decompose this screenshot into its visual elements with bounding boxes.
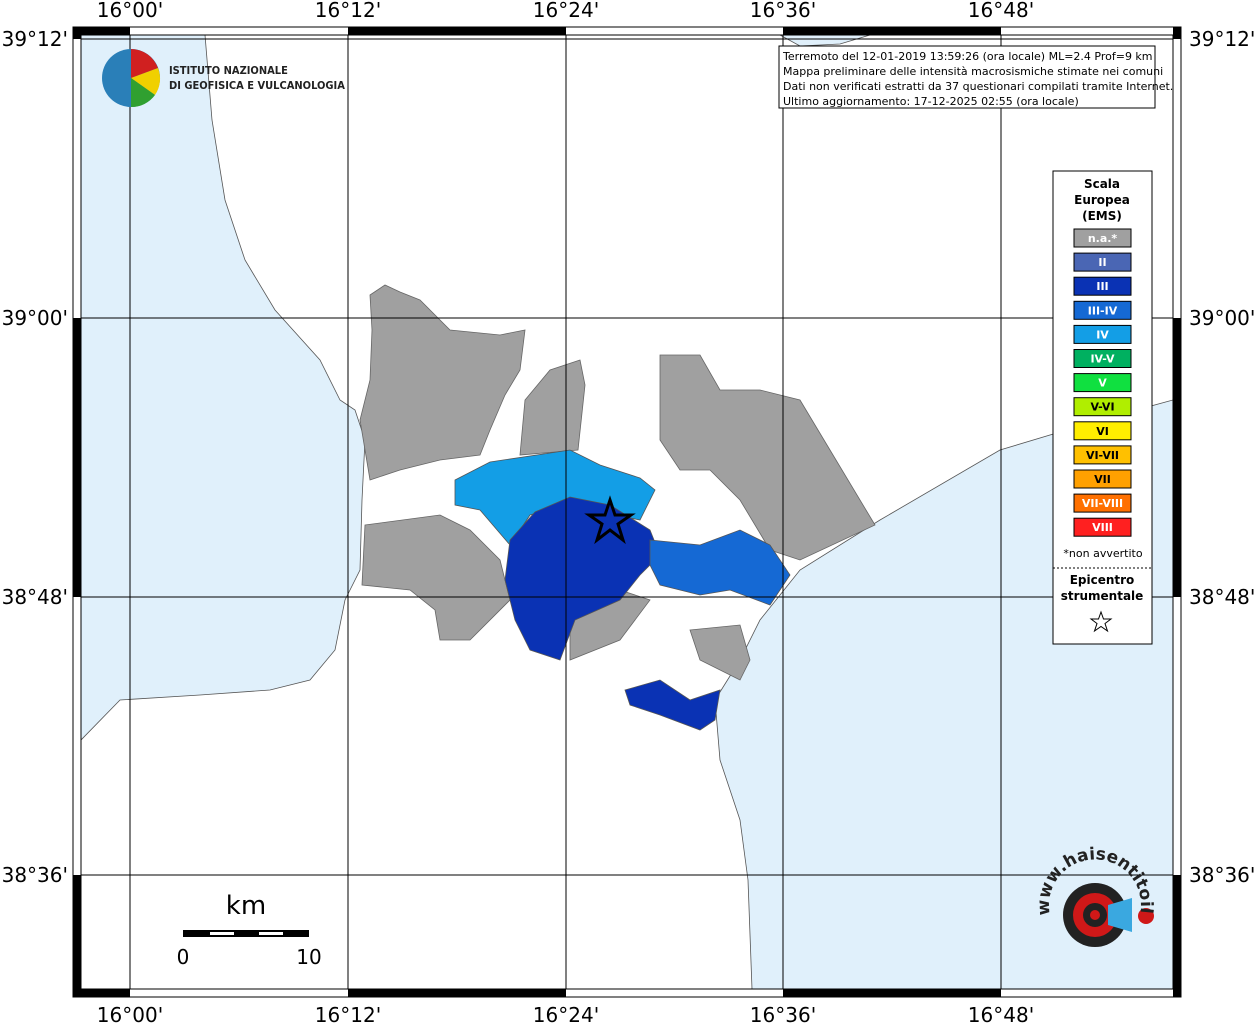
info-line: Terremoto del 12-01-2019 13:59:26 (ora l… <box>782 50 1153 63</box>
scale-label: 0 <box>177 945 190 969</box>
frame-segment <box>783 27 1001 35</box>
lat-label: 39°00' <box>2 306 68 330</box>
lat-label: 39°00' <box>1189 306 1255 330</box>
sea-north <box>779 35 871 47</box>
lat-label: 39°12' <box>2 27 68 51</box>
legend-swatch <box>1073 324 1132 344</box>
info-line: Mappa preliminare delle intensità macros… <box>783 65 1163 78</box>
legend-swatch <box>1073 373 1132 393</box>
legend-swatch <box>1073 300 1132 320</box>
legend-swatch <box>1073 228 1132 248</box>
frame-segment <box>73 27 81 39</box>
legend-label: III-IV <box>1088 304 1118 317</box>
legend-label: VII-VIII <box>1082 497 1123 510</box>
lon-label: 16°48' <box>968 1003 1034 1024</box>
logo: ISTITUTO NAZIONALE DI GEOFISICA E VULCAN… <box>102 49 345 108</box>
legend-swatch <box>1073 397 1132 417</box>
lat-label: 38°36' <box>2 863 68 887</box>
legend-label: II <box>1098 256 1106 269</box>
frame-segment <box>348 27 566 35</box>
lon-label: 16°00' <box>97 1003 163 1024</box>
logo-text: ISTITUTO NAZIONALE <box>169 64 288 77</box>
legend-note: *non avvertito <box>1063 547 1142 560</box>
legend-swatch <box>1073 421 1132 441</box>
frame-segment <box>1173 875 1181 997</box>
frame-segment <box>1173 27 1181 39</box>
legend-epicentre: Epicentro <box>1070 573 1135 587</box>
legend-swatch <box>1073 349 1132 368</box>
area-iv <box>454 449 656 546</box>
legend-swatch <box>1073 252 1132 272</box>
legend-epicentre: strumentale <box>1061 589 1144 603</box>
legend-swatch <box>1073 276 1132 296</box>
legend-label: VI <box>1096 425 1109 438</box>
lon-label: 16°24' <box>533 1003 599 1024</box>
frame-segment <box>783 989 1001 997</box>
legend-label: IV-V <box>1090 353 1115 366</box>
frame-segment <box>73 27 130 35</box>
lon-label: 16°36' <box>750 1003 816 1024</box>
frame-inner <box>80 34 1174 990</box>
info-line: Ultimo aggiornamento: 17-12-2025 02:55 (… <box>783 95 1079 108</box>
info-line: Dati non verificati estratti da 37 quest… <box>783 80 1173 93</box>
logo-text: DI GEOFISICA E VULCANOLOGIA <box>169 79 345 92</box>
lat-label: 38°48' <box>1189 585 1255 609</box>
map-frame <box>72 26 1182 998</box>
lon-label: 16°00' <box>97 0 163 22</box>
legend-label: V-VI <box>1090 401 1114 414</box>
graticule <box>81 35 1173 989</box>
frame-segment <box>73 989 130 997</box>
legend-title: Europea <box>1074 193 1130 207</box>
legend-swatch <box>1073 517 1132 537</box>
legend-title: (EMS) <box>1082 209 1122 223</box>
map-area <box>81 35 1173 989</box>
legend-label: III <box>1096 280 1108 293</box>
legend-swatch <box>1073 493 1132 513</box>
frame-segment <box>348 989 566 997</box>
sea-west <box>81 35 366 741</box>
legend-title: Scala <box>1084 177 1120 191</box>
legend: Scala Europea (EMS) *non avvertito Epice… <box>1052 170 1153 645</box>
scale-label: 10 <box>296 945 321 969</box>
lat-label: 38°36' <box>1189 863 1255 887</box>
legend-label: VII <box>1094 473 1111 486</box>
lon-label: 16°48' <box>968 0 1034 22</box>
lat-label: 39°12' <box>1189 27 1255 51</box>
area-iii-iv <box>649 529 791 606</box>
legend-label: n.a.* <box>1088 232 1118 245</box>
lon-label: 16°12' <box>315 0 381 22</box>
frame-segment <box>1173 318 1181 597</box>
info-box: Terremoto del 12-01-2019 13:59:26 (ora l… <box>778 45 1173 109</box>
legend-label: IV <box>1096 328 1109 341</box>
scale-unit: km <box>226 891 266 921</box>
frame-segment <box>73 875 81 997</box>
epicentre-star <box>584 495 636 545</box>
area-iii-south <box>624 679 721 731</box>
legend-label: VI-VII <box>1086 449 1119 462</box>
lon-label: 16°36' <box>750 0 816 22</box>
lon-label: 16°12' <box>315 1003 381 1024</box>
lat-label: 38°48' <box>2 585 68 609</box>
frame-segment <box>73 318 81 597</box>
legend-label: V <box>1098 377 1107 390</box>
scale-bar: km 0 10 <box>177 891 322 969</box>
legend-swatch <box>1073 445 1132 465</box>
lon-label: 16°24' <box>533 0 599 22</box>
legend-label: VIII <box>1092 521 1113 534</box>
legend-swatch <box>1073 469 1132 489</box>
